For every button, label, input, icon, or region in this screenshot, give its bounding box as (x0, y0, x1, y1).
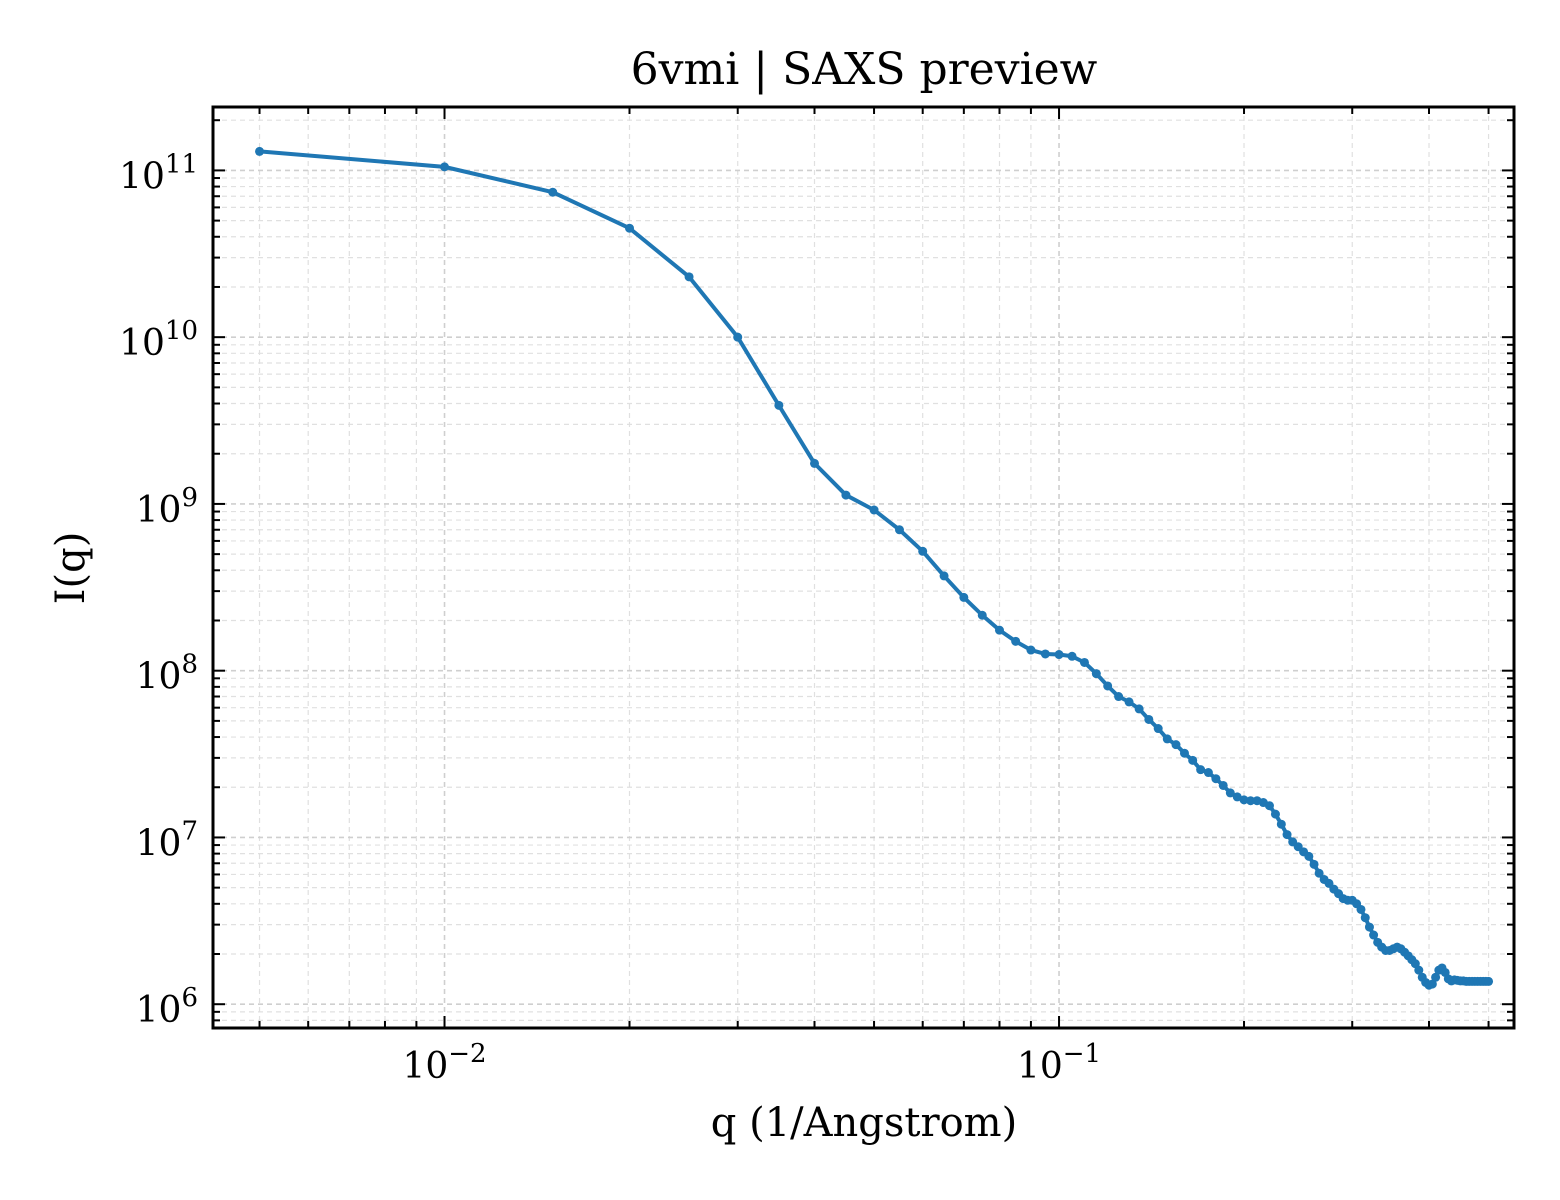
data-point (1360, 913, 1370, 923)
data-point (1203, 768, 1213, 778)
data-point (548, 187, 558, 197)
data-point (1246, 796, 1256, 806)
data-point (1124, 697, 1134, 707)
data-point (625, 223, 635, 233)
y-tick-label: 1011 (119, 149, 198, 197)
data-point (1364, 922, 1374, 932)
data-point (1067, 651, 1077, 661)
y-tick-label: 109 (136, 483, 198, 531)
data-point (255, 146, 265, 156)
data-point (1264, 801, 1274, 811)
y-tick-label: 1010 (119, 316, 198, 364)
data-markers (255, 146, 1494, 990)
data-point (1103, 681, 1113, 691)
data-point (684, 272, 694, 282)
data-point (1171, 740, 1181, 750)
data-point (1091, 669, 1101, 679)
data-point (1188, 755, 1198, 765)
data-point (994, 625, 1004, 635)
data-point (939, 571, 949, 581)
data-point (1369, 930, 1379, 940)
y-tick-label: 108 (136, 650, 198, 698)
data-point (1225, 788, 1235, 798)
grid (213, 107, 1514, 1028)
data-point (1270, 809, 1280, 819)
data-point (1356, 904, 1366, 914)
x-tick-label: 10−2 (402, 1039, 486, 1087)
data-point (1282, 830, 1292, 840)
chart-title: 6vmi | SAXS preview (631, 44, 1098, 95)
data-point (1431, 972, 1441, 982)
data-point (774, 400, 784, 410)
y-tick-label: 107 (136, 816, 198, 864)
data-point (1309, 859, 1319, 869)
data-point (1114, 692, 1124, 702)
axis-ticks (213, 107, 1514, 1028)
data-point (1196, 765, 1206, 775)
data-point (1040, 649, 1050, 659)
data-point (841, 490, 851, 500)
data-point (1144, 714, 1154, 724)
data-point (809, 458, 819, 468)
data-point (1304, 851, 1314, 861)
data-point (918, 546, 928, 556)
data-point (440, 162, 450, 172)
data-point (733, 332, 743, 342)
x-tick-label: 10−1 (1017, 1039, 1101, 1087)
data-point (1239, 795, 1249, 805)
data-point (1162, 734, 1172, 744)
data-point (1026, 645, 1036, 655)
data-point (959, 592, 969, 602)
tick-labels: 10−2 10−1 106 107 108 109 1010 1011 (119, 149, 1101, 1087)
data-point (894, 525, 904, 535)
data-point (1276, 819, 1286, 829)
data-point (1054, 650, 1064, 660)
data-point (1211, 774, 1221, 784)
data-point (1153, 724, 1163, 734)
x-axis-label: q (1/Angstrom) (711, 1100, 1017, 1146)
data-point (1427, 979, 1437, 989)
y-tick-label: 106 (136, 983, 198, 1031)
data-point (1011, 636, 1021, 646)
data-point (1218, 780, 1228, 790)
data-point (1232, 792, 1242, 802)
y-axis-label: I(q) (48, 532, 94, 605)
data-point (1079, 657, 1089, 667)
data-point (1414, 965, 1424, 975)
data-point (1179, 748, 1189, 758)
data-point (1484, 976, 1494, 986)
data-point (977, 610, 987, 620)
data-point (1314, 868, 1324, 878)
plot-frame (211, 105, 1516, 1030)
data-point (1134, 704, 1144, 714)
data-point (869, 505, 879, 515)
